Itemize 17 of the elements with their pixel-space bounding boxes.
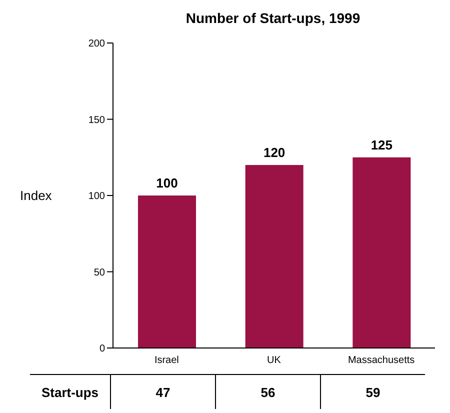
x-tick-label: Massachusetts [348, 355, 415, 366]
chart-title: Number of Start-ups, 1999 [184, 10, 362, 26]
y-tick-label: 100 [88, 191, 106, 202]
text: Start-ups [30, 374, 110, 409]
y-tick-label: 200 [88, 38, 106, 50]
text: 56 [216, 374, 320, 409]
x-tick-label: Israel [154, 355, 179, 366]
data-label: 125 [370, 137, 393, 152]
data-label: 120 [263, 145, 286, 160]
y-tick-label: 150 [88, 114, 106, 126]
x-tick-label: UK [267, 355, 282, 366]
y-tick-label: 50 [94, 267, 106, 278]
text: 47 [110, 374, 216, 409]
y-tick-label: 0 [99, 344, 106, 355]
y-axis-title: Index [20, 188, 52, 204]
text: 59 [320, 374, 425, 409]
data-label: 100 [156, 176, 178, 190]
